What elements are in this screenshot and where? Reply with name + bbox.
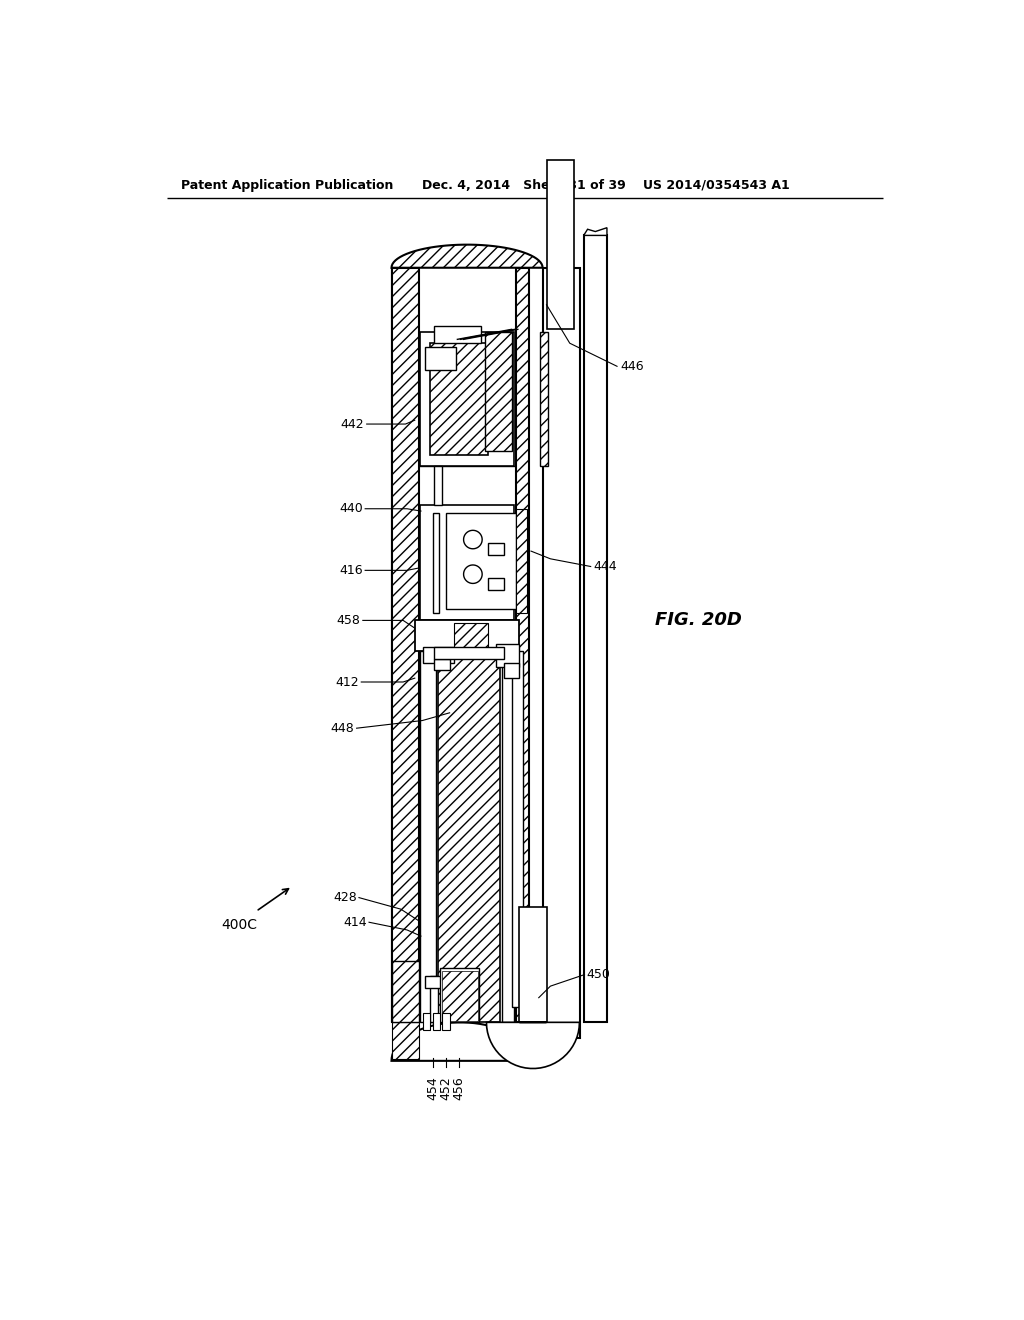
Text: 444: 444 bbox=[593, 560, 616, 573]
Polygon shape bbox=[391, 1022, 419, 1059]
Text: FIG. 20D: FIG. 20D bbox=[655, 611, 741, 630]
Text: 452: 452 bbox=[439, 1076, 453, 1100]
Text: 448: 448 bbox=[331, 722, 354, 735]
Polygon shape bbox=[512, 651, 523, 1007]
Polygon shape bbox=[541, 331, 548, 466]
Polygon shape bbox=[488, 578, 504, 590]
Polygon shape bbox=[420, 331, 514, 466]
Polygon shape bbox=[423, 1014, 430, 1030]
Polygon shape bbox=[391, 1023, 529, 1061]
Polygon shape bbox=[432, 512, 438, 612]
Text: Patent Application Publication: Patent Application Publication bbox=[180, 178, 393, 191]
Text: 456: 456 bbox=[453, 1076, 466, 1100]
Text: 400C: 400C bbox=[221, 917, 257, 932]
Text: 428: 428 bbox=[333, 891, 356, 904]
Polygon shape bbox=[434, 659, 450, 671]
Polygon shape bbox=[415, 620, 519, 651]
Text: 442: 442 bbox=[341, 417, 365, 430]
Polygon shape bbox=[584, 227, 607, 235]
Polygon shape bbox=[454, 623, 488, 649]
Polygon shape bbox=[488, 544, 504, 554]
Polygon shape bbox=[434, 647, 504, 659]
Polygon shape bbox=[515, 268, 529, 1022]
Text: 454: 454 bbox=[426, 1076, 439, 1100]
Polygon shape bbox=[391, 961, 419, 1022]
Polygon shape bbox=[445, 512, 515, 609]
Polygon shape bbox=[543, 268, 580, 1038]
Text: 450: 450 bbox=[587, 968, 610, 981]
Polygon shape bbox=[430, 343, 488, 455]
Polygon shape bbox=[423, 647, 454, 663]
Polygon shape bbox=[503, 651, 514, 1022]
Polygon shape bbox=[434, 466, 442, 506]
Text: 416: 416 bbox=[339, 564, 362, 577]
Polygon shape bbox=[440, 969, 479, 1022]
Text: 446: 446 bbox=[621, 360, 644, 372]
Polygon shape bbox=[515, 508, 527, 612]
Polygon shape bbox=[391, 268, 419, 1022]
Polygon shape bbox=[496, 644, 519, 667]
Polygon shape bbox=[464, 565, 482, 583]
Polygon shape bbox=[438, 651, 500, 1022]
Polygon shape bbox=[486, 1022, 580, 1068]
Polygon shape bbox=[442, 970, 477, 1020]
Polygon shape bbox=[391, 244, 543, 268]
Polygon shape bbox=[432, 1014, 440, 1030]
Polygon shape bbox=[420, 651, 435, 1022]
Polygon shape bbox=[430, 977, 438, 1022]
Text: 414: 414 bbox=[343, 916, 367, 929]
Polygon shape bbox=[425, 347, 456, 370]
Polygon shape bbox=[442, 1014, 450, 1030]
Polygon shape bbox=[484, 331, 512, 451]
Polygon shape bbox=[464, 531, 482, 549]
Polygon shape bbox=[519, 907, 547, 1022]
Text: 440: 440 bbox=[339, 502, 362, 515]
Polygon shape bbox=[584, 235, 607, 1022]
Polygon shape bbox=[419, 268, 515, 1022]
Text: 458: 458 bbox=[337, 614, 360, 627]
Text: US 2014/0354543 A1: US 2014/0354543 A1 bbox=[643, 178, 791, 191]
Polygon shape bbox=[547, 160, 573, 330]
Polygon shape bbox=[420, 506, 514, 620]
Polygon shape bbox=[425, 977, 443, 987]
Polygon shape bbox=[504, 663, 519, 678]
Text: 412: 412 bbox=[335, 676, 359, 689]
Text: Dec. 4, 2014   Sheet 31 of 39: Dec. 4, 2014 Sheet 31 of 39 bbox=[423, 178, 627, 191]
Polygon shape bbox=[434, 326, 480, 343]
